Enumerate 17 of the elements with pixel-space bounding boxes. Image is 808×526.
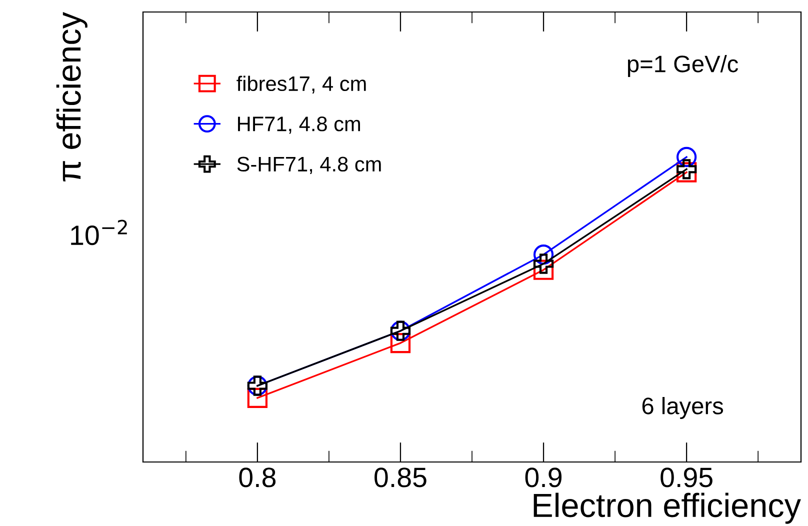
- legend-label: S-HF71, 4.8 cm: [237, 156, 381, 174]
- text: 10$^{−2}$: [71, 220, 127, 246]
- text: p=1 GeV/c: [628, 54, 738, 78]
- point: [533, 244, 554, 265]
- point: [676, 146, 697, 168]
- y-axis-title: π efficiency: [56, 12, 88, 182]
- x-axis-title: Electron efficiency: [534, 492, 801, 524]
- x-tick-label: 0.95: [660, 468, 712, 488]
- annotation: 6 layers: [642, 396, 724, 420]
- x-tick-label: 0.9: [525, 468, 562, 488]
- point: [247, 388, 268, 408]
- point: [390, 332, 411, 354]
- x-tick-label: 0.8: [239, 468, 276, 488]
- point: [533, 254, 554, 274]
- legend-label: fibres17, 4 cm: [236, 76, 366, 94]
- legend-label: HF71, 4.8 cm: [238, 116, 360, 134]
- x-tick-label: 0.85: [374, 468, 426, 488]
